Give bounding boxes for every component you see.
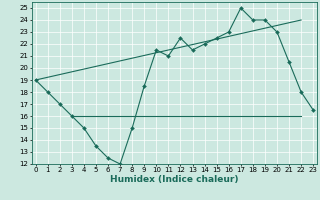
X-axis label: Humidex (Indice chaleur): Humidex (Indice chaleur)	[110, 175, 239, 184]
